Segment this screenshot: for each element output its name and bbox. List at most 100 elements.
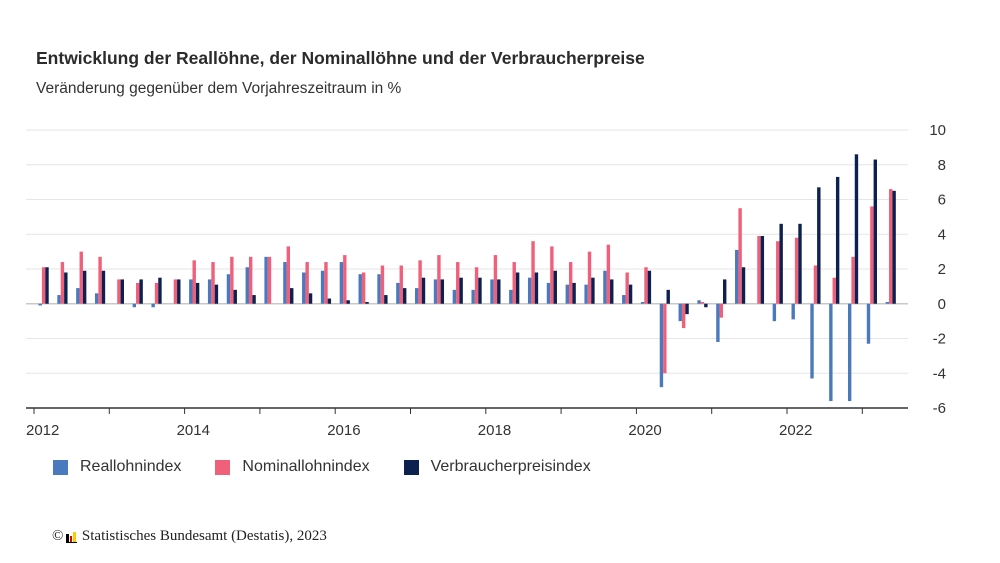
- bar-group: [847, 154, 859, 402]
- bar-nominal: [305, 262, 309, 304]
- bar-nominal: [98, 256, 102, 304]
- bar-nominal: [644, 267, 648, 304]
- bar-cpi: [534, 272, 539, 304]
- bar-group: [565, 262, 576, 304]
- bar-cpi: [120, 279, 124, 304]
- bar-nominal: [79, 251, 83, 304]
- bar-cpi: [572, 282, 576, 304]
- bar-nominal: [248, 256, 253, 304]
- bar-real: [678, 303, 682, 322]
- bar-cpi: [704, 303, 708, 308]
- bar-real: [791, 303, 795, 320]
- bar-real: [151, 303, 155, 308]
- bar-cpi: [290, 288, 294, 304]
- bar-cpi: [835, 176, 840, 304]
- bar-group: [433, 255, 445, 304]
- bar-real: [735, 249, 739, 304]
- bar-cpi: [515, 272, 520, 304]
- bar-cpi: [854, 154, 859, 304]
- bars: [38, 154, 896, 402]
- bar-nominal: [889, 189, 893, 304]
- bar-real: [490, 279, 494, 304]
- bar-nominal: [380, 265, 385, 304]
- bar-cpi: [82, 270, 87, 304]
- bar-group: [94, 256, 106, 304]
- x-tick-label: 2016: [327, 422, 360, 439]
- y-tick-labels: 10 8 6 4 2 0 -2 -4 -6: [929, 122, 946, 417]
- bar-group: [396, 265, 407, 304]
- legend-item-nominal[interactable]: Nominallohnindex: [215, 458, 370, 476]
- bar-group: [189, 260, 200, 304]
- bar-cpi: [723, 279, 727, 304]
- bar-real: [584, 284, 588, 304]
- bar-cpi: [760, 235, 765, 304]
- bar-group: [452, 262, 463, 304]
- source-text: Statistisches Bundesamt (Destatis), 2023: [81, 528, 327, 544]
- legend-swatch-nominal: [215, 459, 231, 475]
- bar-real: [847, 303, 852, 402]
- bar-real: [245, 267, 249, 304]
- bar-cpi: [779, 223, 783, 304]
- bar-nominal: [493, 255, 498, 304]
- bar-group: [546, 246, 557, 304]
- bar-group: [264, 256, 272, 304]
- bar-nominal: [173, 279, 178, 304]
- x-tick-label: 2020: [628, 422, 661, 439]
- bar-real: [189, 279, 193, 304]
- bar-real: [433, 279, 438, 304]
- bar-cpi: [459, 277, 463, 304]
- bar-nominal: [418, 260, 422, 304]
- bar-nominal: [681, 303, 686, 329]
- bar-real: [603, 270, 607, 304]
- y-tick-label: -6: [933, 400, 946, 417]
- bar-cpi: [327, 298, 332, 304]
- bar-real: [339, 262, 344, 304]
- bar-nominal: [41, 267, 46, 304]
- bar-cpi: [798, 223, 802, 304]
- bar-cpi: [402, 288, 407, 304]
- bar-group: [358, 272, 369, 304]
- bar-cpi: [873, 159, 877, 304]
- bar-real: [546, 282, 551, 304]
- bar-nominal: [794, 237, 799, 304]
- bar-cpi: [741, 267, 746, 304]
- bar-nominal: [60, 262, 65, 304]
- bar-cpi: [346, 300, 350, 304]
- bar-real: [302, 272, 306, 304]
- bar-nominal: [286, 246, 291, 304]
- legend-item-cpi[interactable]: Verbraucherpreisindex: [403, 458, 591, 476]
- chart-subtitle: Veränderung gegenüber dem Vorjahreszeitr…: [36, 80, 402, 97]
- bar-real: [132, 303, 137, 308]
- bar-nominal: [512, 262, 516, 304]
- bar-real: [320, 270, 325, 304]
- bar-nominal: [587, 251, 592, 304]
- bar-real: [866, 303, 871, 344]
- bar-cpi: [158, 277, 162, 304]
- bar-real: [697, 300, 701, 304]
- legend-label-real: Reallohnindex: [80, 458, 182, 475]
- bar-cpi: [101, 270, 106, 304]
- bar-real: [226, 274, 231, 304]
- bar-real: [829, 303, 833, 402]
- bar-cpi: [195, 282, 200, 304]
- bar-cpi: [610, 279, 614, 304]
- y-tick-label: 8: [938, 157, 946, 174]
- bar-group: [603, 244, 614, 304]
- bar-real: [76, 288, 80, 304]
- bar-cpi: [647, 270, 652, 304]
- bar-group: [697, 300, 708, 308]
- bar-group: [173, 279, 181, 304]
- legend-item-real[interactable]: Reallohnindex: [53, 458, 181, 476]
- bar-nominal: [531, 241, 535, 304]
- y-tick-label: 6: [938, 192, 946, 209]
- gridlines: [26, 129, 908, 374]
- bar-group: [584, 251, 595, 304]
- bar-nominal: [870, 206, 874, 304]
- bar-nominal: [399, 265, 403, 304]
- bar-group: [772, 223, 783, 322]
- bar-real: [396, 282, 400, 304]
- bar-cpi: [64, 272, 68, 304]
- legend: Reallohnindex Nominallohnindex Verbrauch…: [53, 458, 625, 476]
- bar-nominal: [851, 256, 855, 304]
